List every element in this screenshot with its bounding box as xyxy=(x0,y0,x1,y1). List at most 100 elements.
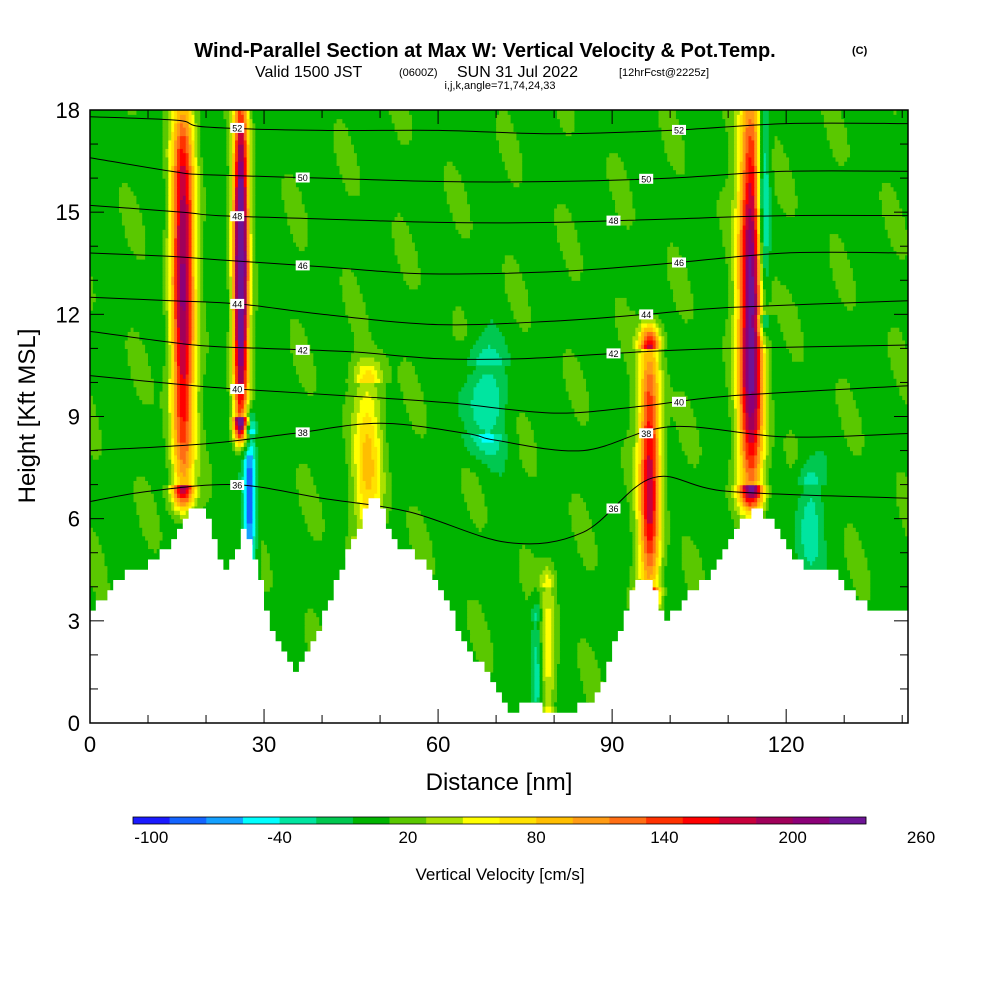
velocity-cell xyxy=(760,467,764,473)
velocity-cell xyxy=(762,386,767,392)
velocity-cell xyxy=(249,314,254,320)
velocity-cell xyxy=(177,493,181,498)
velocity-cell xyxy=(504,412,520,418)
velocity-cell xyxy=(191,288,196,294)
velocity-cell xyxy=(667,454,689,460)
velocity-cell xyxy=(667,505,729,511)
velocity-cell xyxy=(652,518,657,524)
velocity-cell xyxy=(661,352,665,358)
velocity-cell xyxy=(670,527,738,533)
velocity-cell xyxy=(632,501,636,507)
velocity-cell xyxy=(646,331,654,337)
velocity-cell xyxy=(655,459,660,464)
velocity-cell xyxy=(667,429,680,435)
velocity-cell xyxy=(304,327,352,332)
velocity-cell xyxy=(551,693,558,699)
velocity-cell xyxy=(179,318,187,324)
velocity-cell xyxy=(377,467,381,473)
velocity-cell xyxy=(754,318,758,324)
velocity-cell xyxy=(229,433,233,439)
velocity-cell xyxy=(243,459,248,464)
velocity-cell xyxy=(655,535,660,541)
velocity-cell xyxy=(745,284,750,290)
velocity-cell xyxy=(661,493,665,498)
velocity-cell xyxy=(243,331,248,337)
velocity-cell xyxy=(359,429,375,435)
velocity-cell xyxy=(197,284,201,290)
velocity-cell xyxy=(580,552,599,558)
velocity-cell xyxy=(652,476,657,481)
velocity-cell xyxy=(771,390,837,396)
velocity-cell xyxy=(249,446,254,452)
velocity-cell xyxy=(554,642,561,647)
velocity-cell xyxy=(365,369,372,375)
velocity-cell xyxy=(162,484,169,490)
velocity-cell xyxy=(246,297,251,303)
velocity-cell xyxy=(641,442,645,447)
velocity-cell xyxy=(342,425,352,430)
velocity-cell xyxy=(237,399,242,405)
velocity-cell xyxy=(641,514,645,520)
velocity-cell xyxy=(748,318,752,324)
velocity-cell xyxy=(351,412,358,418)
velocity-cell xyxy=(670,420,677,426)
velocity-cell xyxy=(235,361,239,367)
velocity-cell xyxy=(768,450,773,456)
velocity-cell xyxy=(124,339,143,345)
velocity-cell xyxy=(258,293,343,298)
velocity-cell xyxy=(255,378,300,384)
velocity-cell xyxy=(139,335,167,341)
velocity-cell xyxy=(243,369,248,375)
velocity-cell xyxy=(742,322,747,328)
velocity-cell xyxy=(342,284,361,290)
velocity-cell xyxy=(90,518,140,524)
velocity-cell xyxy=(557,667,581,673)
velocity-cell xyxy=(835,395,854,401)
velocity-cell xyxy=(774,442,784,447)
velocity-cell xyxy=(197,416,201,422)
velocity-cell xyxy=(235,348,239,354)
velocity-cell xyxy=(252,505,256,511)
velocity-cell xyxy=(362,442,372,447)
velocity-cell xyxy=(733,450,738,456)
velocity-cell xyxy=(551,650,555,656)
velocity-cell xyxy=(841,420,863,426)
velocity-cell xyxy=(528,471,538,477)
velocity-cell xyxy=(623,480,634,486)
velocity-cell xyxy=(237,429,242,435)
velocity-cell xyxy=(243,416,248,422)
velocity-cell xyxy=(725,484,732,490)
velocity-cell xyxy=(255,467,259,473)
velocity-cell xyxy=(748,433,755,439)
velocity-cell xyxy=(565,382,587,388)
velocity-cell xyxy=(641,390,645,396)
velocity-cell xyxy=(356,378,361,384)
velocity-cell xyxy=(168,488,172,494)
velocity-cell xyxy=(655,352,660,358)
velocity-cell xyxy=(380,365,393,371)
velocity-cell xyxy=(388,361,401,367)
velocity-cell xyxy=(664,407,694,413)
velocity-cell xyxy=(150,484,164,490)
velocity-cell xyxy=(380,493,384,498)
velocity-cell xyxy=(559,612,631,618)
velocity-cell xyxy=(197,276,201,281)
velocity-cell xyxy=(745,280,750,286)
velocity-cell xyxy=(127,335,140,341)
velocity-cell xyxy=(362,297,509,303)
velocity-cell xyxy=(733,318,738,324)
velocity-cell xyxy=(255,390,309,396)
velocity-cell xyxy=(760,514,767,520)
velocity-cell xyxy=(554,616,561,622)
velocity-cell xyxy=(542,680,547,686)
velocity-cell xyxy=(200,450,210,456)
velocity-cell xyxy=(626,297,674,303)
velocity-cell xyxy=(200,378,204,384)
velocity-cell xyxy=(736,348,741,354)
velocity-cell xyxy=(742,327,747,332)
velocity-cell xyxy=(754,407,758,413)
velocity-cell xyxy=(377,582,523,588)
velocity-cell xyxy=(748,420,755,426)
velocity-cell xyxy=(646,450,654,456)
velocity-cell xyxy=(467,322,488,328)
